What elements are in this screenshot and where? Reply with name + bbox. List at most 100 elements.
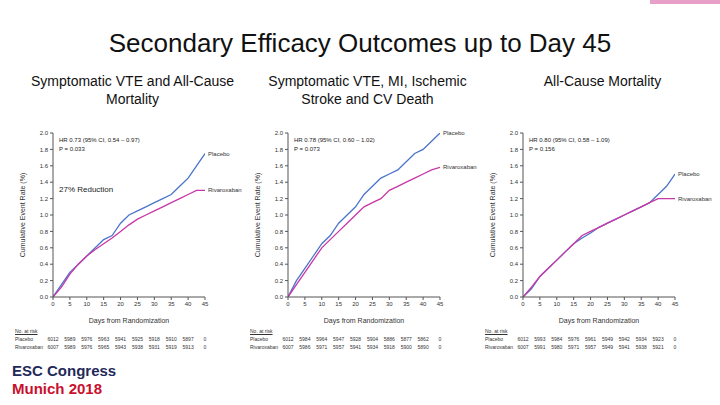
svg-text:25: 25	[134, 301, 141, 307]
html-text:5989: 5989	[64, 336, 76, 342]
svg-text:Placebo: Placebo	[208, 151, 230, 157]
svg-text:Cumulative Event Rate (%): Cumulative Event Rate (%)	[254, 173, 262, 257]
svg-text:Placebo: Placebo	[678, 171, 700, 177]
svg-text:Rivaroxaban: Rivaroxaban	[678, 196, 712, 202]
html-text:Symptomatic VTE and All-Cause: Symptomatic VTE and All-Cause Mortality	[31, 73, 234, 107]
svg-text:0.4: 0.4	[40, 261, 49, 267]
svg-text:Days from Randomization: Days from Randomization	[89, 317, 170, 325]
svg-text:2.0: 2.0	[510, 130, 519, 136]
svg-text:25: 25	[369, 301, 376, 307]
svg-text:40: 40	[185, 301, 192, 307]
svg-text:20: 20	[117, 301, 124, 307]
html-text:HR 0.73 (95% CI, 0.54 – 0.97): HR 0.73 (95% CI, 0.54 – 0.97)	[59, 137, 140, 143]
svg-text:0.6: 0.6	[275, 245, 284, 251]
svg-text:0.8: 0.8	[510, 229, 519, 235]
svg-text:Rivaroxaban: Rivaroxaban	[208, 187, 242, 193]
svg-text:0.0: 0.0	[275, 294, 284, 300]
svg-text:10: 10	[83, 301, 90, 307]
svg-text:40: 40	[655, 301, 662, 307]
svg-text:0.2: 0.2	[510, 278, 519, 284]
svg-text:30: 30	[386, 301, 393, 307]
html-text:5976: 5976	[81, 344, 93, 350]
svg-text:1.8: 1.8	[40, 147, 49, 153]
svg-text:1.0: 1.0	[40, 212, 49, 218]
svg-text:1.0: 1.0	[275, 212, 284, 218]
html-text:No. at risk: No. at risk	[15, 328, 38, 334]
svg-text:35: 35	[168, 301, 175, 307]
svg-text:35: 35	[403, 301, 410, 307]
svg-text:2.0: 2.0	[275, 130, 284, 136]
svg-text:0.2: 0.2	[40, 278, 49, 284]
svg-text:0: 0	[51, 301, 55, 307]
svg-text:45: 45	[672, 301, 679, 307]
svg-text:0.2: 0.2	[275, 278, 284, 284]
svg-text:10: 10	[553, 301, 560, 307]
html-text:6007: 6007	[47, 344, 59, 350]
svg-text:35: 35	[638, 301, 645, 307]
svg-text:0.4: 0.4	[510, 261, 519, 267]
svg-text:0.6: 0.6	[510, 245, 519, 251]
html-text:5941: 5941	[115, 336, 127, 342]
svg-text:Cumulative Event Rate (%): Cumulative Event Rate (%)	[19, 173, 27, 257]
html-text:Rivaroxaban: Rivaroxaban	[15, 344, 44, 350]
svg-text:0.8: 0.8	[40, 229, 49, 235]
svg-text:1.2: 1.2	[510, 196, 519, 202]
html-text:5963: 5963	[98, 336, 110, 342]
svg-text:30: 30	[151, 301, 158, 307]
svg-text:Days from Randomization: Days from Randomization	[324, 317, 405, 325]
svg-text:1.8: 1.8	[510, 147, 519, 153]
html-text:5976: 5976	[81, 336, 93, 342]
html-text:Symptomatic VTE, MI, Ischemic: Symptomatic VTE, MI, Ischemic Stroke and…	[268, 73, 467, 107]
svg-text:1.4: 1.4	[510, 179, 519, 185]
svg-text:1.2: 1.2	[40, 196, 49, 202]
svg-text:1.4: 1.4	[40, 179, 49, 185]
html-text:5910: 5910	[165, 336, 177, 342]
html-text:5918: 5918	[148, 336, 160, 342]
svg-text:0.8: 0.8	[275, 229, 284, 235]
svg-text:5: 5	[303, 301, 307, 307]
svg-text:5: 5	[68, 301, 72, 307]
html-text:5897: 5897	[182, 336, 194, 342]
svg-text:0: 0	[286, 301, 290, 307]
svg-text:40: 40	[420, 301, 427, 307]
svg-text:45: 45	[202, 301, 209, 307]
svg-text:0.4: 0.4	[275, 261, 284, 267]
svg-text:25: 25	[604, 301, 611, 307]
svg-text:Days from Randomization: Days from Randomization	[559, 317, 640, 325]
svg-text:Cumulative Event Rate (%): Cumulative Event Rate (%)	[489, 173, 497, 257]
svg-text:1.6: 1.6	[510, 163, 519, 169]
svg-text:15: 15	[100, 301, 107, 307]
svg-text:45: 45	[437, 301, 444, 307]
html-text:6012: 6012	[47, 336, 59, 342]
svg-text:0.6: 0.6	[40, 245, 49, 251]
svg-text:10: 10	[318, 301, 325, 307]
svg-text:0.0: 0.0	[510, 294, 519, 300]
svg-text:1.8: 1.8	[275, 147, 284, 153]
html-text:Secondary Efficacy Outcomes up: Secondary Efficacy Outcomes up to Day 45	[108, 28, 612, 58]
svg-text:30: 30	[621, 301, 628, 307]
html-text:Munich 2018: Munich 2018	[12, 380, 102, 397]
svg-text:Placebo: Placebo	[443, 130, 465, 136]
svg-text:1.4: 1.4	[275, 179, 284, 185]
html-text:All-Cause Mortality: All-Cause Mortality	[543, 73, 662, 89]
svg-text:1.6: 1.6	[40, 163, 49, 169]
svg-text:0.0: 0.0	[40, 294, 49, 300]
svg-text:1.2: 1.2	[275, 196, 284, 202]
svg-text:2.0: 2.0	[40, 130, 49, 136]
html-text:ESC Congress: ESC Congress	[12, 362, 117, 379]
html-text:Placebo: Placebo	[15, 336, 34, 342]
html-text:27% Reduction: 27% Reduction	[59, 185, 114, 194]
svg-text:0: 0	[521, 301, 525, 307]
html-text:5925: 5925	[131, 336, 143, 342]
svg-text:1.6: 1.6	[275, 163, 284, 169]
svg-text:20: 20	[352, 301, 359, 307]
html-text:5965: 5965	[98, 344, 110, 350]
html-text:P = 0.033: P = 0.033	[59, 146, 85, 152]
svg-text:15: 15	[335, 301, 342, 307]
html-text:5989: 5989	[64, 344, 76, 350]
svg-text:5: 5	[538, 301, 542, 307]
svg-text:1.0: 1.0	[510, 212, 519, 218]
svg-text:20: 20	[587, 301, 594, 307]
svg-text:Rivaroxaban: Rivaroxaban	[443, 164, 477, 170]
svg-text:15: 15	[570, 301, 577, 307]
